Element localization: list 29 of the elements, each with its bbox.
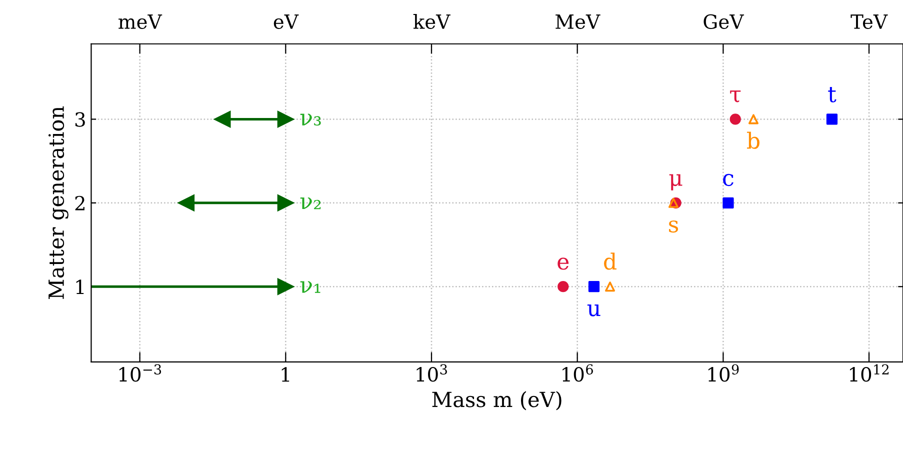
x-tick-label: 10$^{6}$ xyxy=(562,364,593,382)
series-label: u xyxy=(587,304,600,316)
x-tick-label: 10$^{12}$ xyxy=(850,364,889,382)
text: keV xyxy=(413,14,450,29)
text: TeV xyxy=(850,14,888,29)
text: meV xyxy=(118,14,162,29)
series-label: s xyxy=(669,220,678,233)
x-axis-title: Mass m (eV) xyxy=(432,391,562,410)
y-tick-label: 3 xyxy=(75,112,85,127)
series-label: e xyxy=(558,258,569,270)
series-label: ν₃ xyxy=(300,114,321,126)
series-label: c xyxy=(723,174,734,186)
series-label: ν₁ xyxy=(300,281,320,293)
y-axis-title: Matter generation xyxy=(48,106,68,299)
x-tick-label: 10$^{9}$ xyxy=(708,364,739,382)
y-tick-label: 1 xyxy=(76,280,84,294)
x-tick-label: 10$^{3}$ xyxy=(416,364,447,382)
series-label: b xyxy=(747,132,760,149)
x-tick-label: 10$^{−3}$ xyxy=(119,364,162,382)
y-tick-label: 2 xyxy=(75,196,84,210)
x-tick-label: 1 xyxy=(282,367,290,382)
text: MeV xyxy=(556,14,600,29)
text: GeV xyxy=(704,14,744,29)
series-label: μ xyxy=(669,174,682,190)
series-label: d xyxy=(604,252,616,270)
series-label: τ xyxy=(730,90,741,102)
text: eV xyxy=(274,14,299,29)
series-label: t xyxy=(828,86,836,102)
series-label: ν₂ xyxy=(300,198,321,210)
